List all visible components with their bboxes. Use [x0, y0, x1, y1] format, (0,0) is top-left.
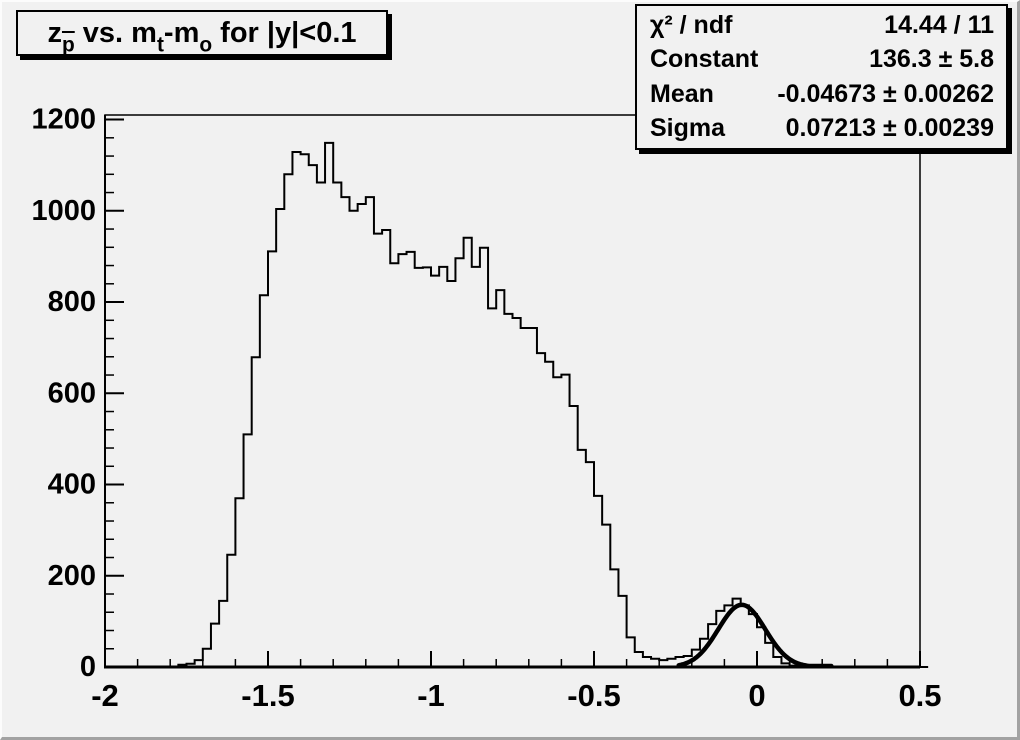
title-segment: vs. m: [74, 16, 157, 49]
title-segment: t: [156, 32, 164, 56]
stat-row-constant: Constant 136.3 ± 5.8: [637, 47, 1006, 72]
stat-row-mean: Mean -0.04673 ± 0.00262: [637, 79, 1006, 108]
stat-row-sigma: Sigma 0.07213 ± 0.00239: [637, 116, 1006, 141]
page-title: zp vs. mt-mo for |y|<0.1: [47, 16, 357, 55]
stat-label: Constant: [650, 45, 759, 74]
title-segment: p: [61, 32, 75, 56]
x-tick-label: -1: [417, 678, 445, 713]
x-tick-label: 0.5: [898, 678, 941, 713]
stat-row-chi2: χ² / ndf 14.44 / 11: [637, 10, 1006, 39]
title-segment: z: [47, 16, 62, 49]
stat-value: -0.04673 ± 0.00262: [777, 79, 994, 108]
title-segment: for |y|<0.1: [212, 16, 357, 49]
x-tick-label: -0.5: [567, 678, 620, 713]
stat-value: 136.3 ± 5.8: [869, 45, 994, 74]
stat-label: Mean: [650, 79, 714, 108]
fit-curve: [676, 602, 834, 669]
stat-label: χ² / ndf: [650, 10, 733, 39]
y-tick-label: 400: [48, 469, 96, 501]
title-box: zp vs. mt-mo for |y|<0.1: [16, 10, 388, 56]
x-tick-label: -2: [91, 678, 119, 713]
stats-box: χ² / ndf 14.44 / 11 Constant 136.3 ± 5.8…: [635, 4, 1008, 150]
stat-value: 0.07213 ± 0.00239: [785, 114, 994, 143]
x-tick-label: 0: [748, 678, 765, 713]
y-tick-label: 800: [48, 286, 96, 318]
title-segment: -m: [163, 16, 200, 49]
y-tick-label: 600: [48, 377, 96, 409]
y-tick-label: 0: [80, 651, 96, 683]
y-tick-label: 1200: [31, 104, 96, 136]
stat-value: 14.44 / 11: [884, 10, 994, 39]
x-tick-label: -1.5: [241, 678, 294, 713]
y-tick-label: 200: [48, 560, 96, 592]
title-segment: o: [199, 32, 213, 56]
histogram-line: [105, 141, 929, 668]
stat-label: Sigma: [650, 114, 726, 143]
y-tick-label: 1000: [31, 195, 96, 227]
